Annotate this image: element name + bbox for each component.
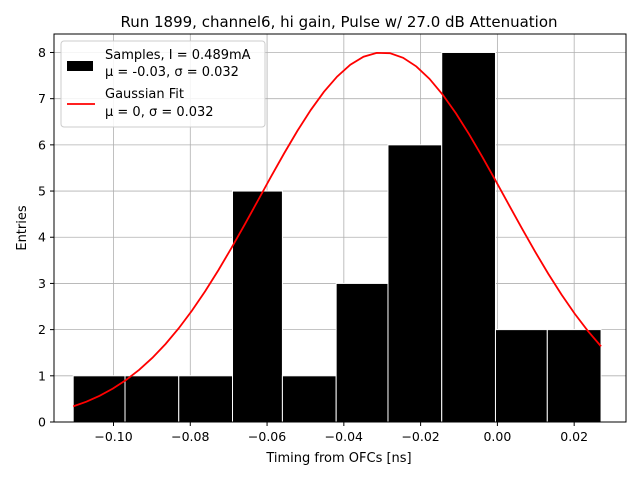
histogram-bar — [387, 144, 443, 423]
gaussian-fit-line — [72, 51, 602, 408]
x-axis-title: Timing from OFCs [ns] — [265, 451, 411, 466]
legend: Samples, I = 0.489mA μ = -0.03, σ = 0.03… — [60, 40, 266, 128]
histogram-bar — [546, 329, 602, 423]
x-axis-ticks: −0.10 −0.08 −0.06 −0.04 −0.02 0.00 0.02 — [94, 422, 588, 444]
x-tick-label: −0.08 — [171, 429, 209, 444]
y-axis-title: Entries — [15, 205, 30, 251]
y-tick-label: 6 — [38, 137, 46, 152]
histogram-bar — [494, 329, 548, 423]
y-tick-label: 3 — [38, 276, 46, 291]
x-tick-label: 0.02 — [560, 429, 588, 444]
histogram-bar — [178, 375, 234, 423]
y-tick-label: 5 — [38, 184, 46, 199]
histogram-bar — [335, 282, 389, 423]
plot-frame — [53, 33, 627, 423]
y-tick-label: 8 — [38, 45, 46, 60]
legend-samples-swatch — [67, 61, 93, 71]
x-tick-label: −0.02 — [401, 429, 439, 444]
legend-samples-line2: μ = -0.03, σ = 0.032 — [105, 65, 239, 80]
y-tick-label: 0 — [38, 415, 46, 430]
y-tick-label: 4 — [38, 230, 46, 245]
histogram-bar — [72, 375, 126, 423]
y-tick-label: 2 — [38, 322, 46, 337]
x-tick-label: 0.00 — [483, 429, 511, 444]
x-tick-label: −0.06 — [248, 429, 286, 444]
x-tick-label: −0.10 — [94, 429, 132, 444]
y-tick-label: 1 — [38, 368, 46, 383]
gaussian-fit-curve — [72, 51, 602, 408]
histogram-bar — [281, 375, 337, 423]
y-tick-label: 7 — [38, 91, 46, 106]
histogram-bar — [232, 190, 283, 423]
histogram-bars — [72, 51, 602, 423]
y-axis-ticks: 0 1 2 3 4 5 6 7 8 — [38, 45, 54, 430]
legend-box — [60, 40, 266, 128]
histogram-bar — [124, 375, 180, 423]
x-tick-label: −0.04 — [325, 429, 363, 444]
legend-fit-line2: μ = 0, σ = 0.032 — [105, 105, 214, 120]
histogram-bar — [441, 51, 496, 423]
legend-samples-line1: Samples, I = 0.489mA — [105, 48, 251, 63]
legend-fit-line1: Gaussian Fit — [105, 87, 184, 102]
chart-title: Run 1899, channel6, hi gain, Pulse w/ 27… — [120, 13, 557, 31]
